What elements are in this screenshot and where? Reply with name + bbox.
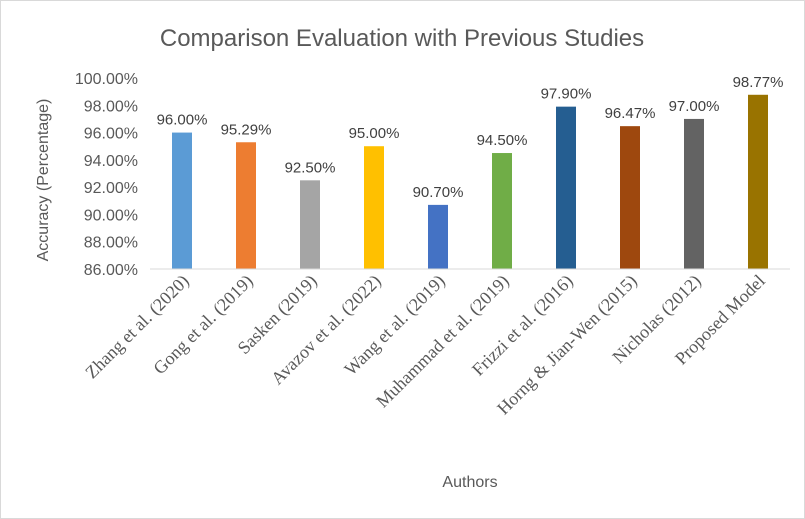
bar: [684, 118, 704, 269]
x-tick-label: Zhang et al. (2020): [81, 271, 193, 383]
y-tick-label: 88.00%: [84, 235, 138, 252]
data-label: 98.77%: [733, 74, 784, 91]
x-tick-label: Avazov et al. (2022): [267, 271, 386, 390]
data-label: 95.29%: [221, 121, 272, 138]
x-axis-ticks: Zhang et al. (2020)Gong et al. (2019)Sas…: [81, 271, 769, 420]
bar: [300, 180, 320, 269]
bar: [748, 94, 768, 269]
data-label: 94.50%: [477, 132, 528, 149]
bar: [620, 126, 640, 269]
data-label: 96.47%: [605, 105, 656, 122]
y-axis-title: Accuracy (Percentage): [35, 99, 52, 262]
y-tick-label: 86.00%: [84, 262, 138, 279]
bar: [364, 146, 384, 269]
data-labels: 96.00% 95.29% 92.50% 95.00% 90.70% 94.50% 97.9…: [157, 74, 784, 201]
data-label: 95.00%: [349, 125, 400, 142]
y-tick-label: 92.00%: [84, 180, 138, 197]
y-tick-label: 100.00%: [75, 71, 138, 88]
y-axis-ticks: 86.00% 88.00% 90.00% 92.00% 94.00% 96.00% 98.0…: [75, 71, 138, 279]
y-tick-label: 98.00%: [84, 98, 138, 115]
data-label: 97.90%: [541, 86, 592, 103]
bar: [492, 153, 512, 269]
bar: [236, 142, 256, 269]
x-axis-title: Authors: [442, 474, 497, 491]
y-tick-label: 94.00%: [84, 153, 138, 170]
bars: [172, 94, 768, 270]
data-label: 92.50%: [285, 159, 336, 176]
data-label: 97.00%: [669, 98, 720, 115]
y-tick-label: 96.00%: [84, 126, 138, 143]
chart-title: Comparison Evaluation with Previous Stud…: [160, 25, 644, 52]
bar: [172, 132, 192, 269]
data-label: 90.70%: [413, 184, 464, 201]
data-label: 96.00%: [157, 112, 208, 129]
bar: [556, 106, 576, 270]
bar: [428, 204, 448, 269]
y-tick-label: 90.00%: [84, 207, 138, 224]
